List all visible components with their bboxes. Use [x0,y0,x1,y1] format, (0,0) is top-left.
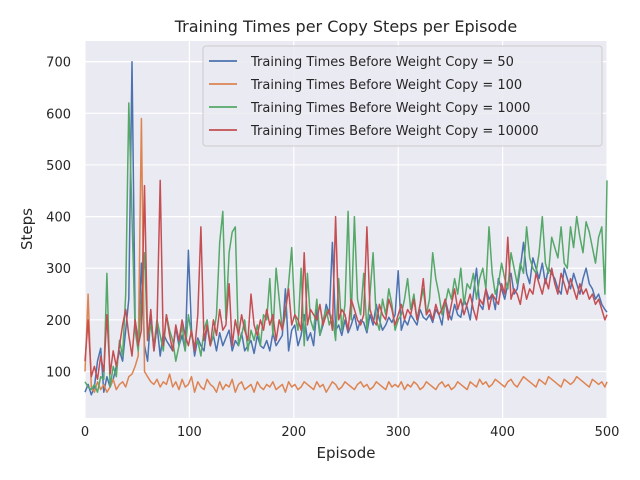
legend-box [202,45,603,147]
y-tick-label: 400 [46,211,71,226]
legend-label: Training Times Before Weight Copy = 1000 [250,101,530,116]
x-tick-label: 400 [490,425,515,440]
x-tick-label: 500 [595,425,620,440]
series-line-3 [84,102,608,393]
y-axis-label: Steps [18,208,36,250]
legend: Training Times Before Weight Copy = 50 Tr… [202,45,603,147]
y-tick-label: 300 [46,262,71,277]
series-lines [84,60,608,396]
legend-label: Training Times Before Weight Copy = 50 [250,55,514,70]
y-axis-ticks: 100 200 300 400 500 600 700 [46,56,71,381]
x-tick-label: 300 [386,425,411,440]
x-axis-ticks: 0 100 200 300 400 500 [81,425,620,440]
y-tick-label: 100 [46,366,71,381]
series-line-4 [84,179,608,381]
y-tick-label: 200 [46,314,71,329]
x-tick-label: 100 [177,425,202,440]
y-tick-label: 700 [46,56,71,71]
x-axis-label: Episode [317,444,376,462]
x-tick-label: 200 [281,425,306,440]
series-line-2 [84,117,608,393]
y-tick-label: 500 [46,159,71,174]
legend-label: Training Times Before Weight Copy = 100 [250,78,522,93]
y-tick-label: 600 [46,107,71,122]
legend-label: Training Times Before Weight Copy = 1000… [250,124,539,139]
chart-title: Training Times per Copy Steps per Episod… [174,17,517,36]
x-tick-label: 0 [81,425,89,440]
